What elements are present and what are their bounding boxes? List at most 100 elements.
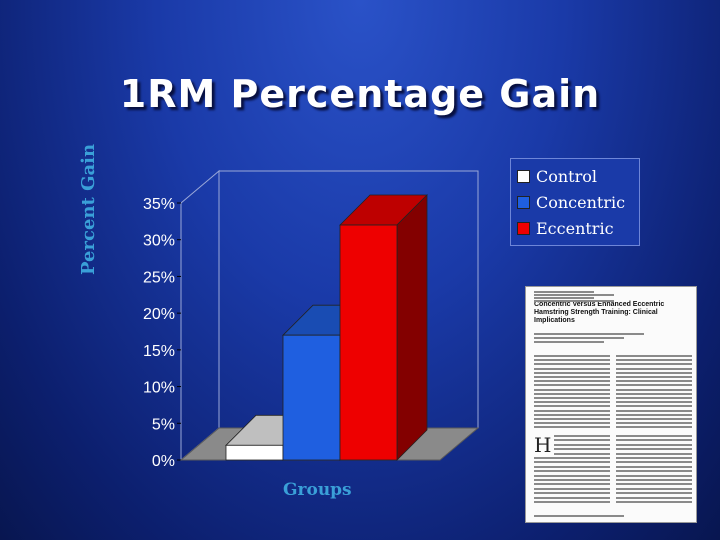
article-text-line xyxy=(534,405,610,408)
article-text-line xyxy=(534,501,610,503)
y-tick-label: 25% xyxy=(143,269,175,286)
article-text-line xyxy=(534,401,610,404)
article-text-line xyxy=(534,371,610,374)
article-text-line xyxy=(616,426,692,429)
article-text-line xyxy=(534,474,610,477)
legend-label-control: Control xyxy=(536,166,598,186)
article-title: Concentric Versus Enhanced Eccentric Ham… xyxy=(534,301,665,324)
article-text-line xyxy=(616,496,692,499)
article-text-line xyxy=(616,401,692,404)
chart-bars xyxy=(225,194,428,461)
article-text-line xyxy=(554,435,610,437)
bar-side-eccentric xyxy=(396,194,428,461)
article-text-line xyxy=(534,479,610,481)
article-text-line xyxy=(616,483,692,486)
article-text-line xyxy=(554,452,610,455)
article-text-line xyxy=(534,384,610,387)
article-text-line xyxy=(616,392,692,395)
article-text-line xyxy=(616,439,692,442)
article-text-line xyxy=(616,501,692,503)
y-tick-label: 35% xyxy=(143,196,175,213)
article-text-line xyxy=(534,388,610,391)
article-author-line xyxy=(534,333,644,335)
article-text-line xyxy=(616,376,692,378)
article-text-line xyxy=(616,487,692,490)
bar-front-eccentric xyxy=(339,224,398,461)
article-text-line xyxy=(554,448,610,451)
legend-swatch-concentric xyxy=(517,195,530,209)
y-axis-label: Percent Gain xyxy=(78,143,99,275)
journal-article-image: Concentric Versus Enhanced Eccentric Ham… xyxy=(525,286,697,523)
article-text-line xyxy=(534,380,610,383)
article-text-line xyxy=(534,355,610,357)
y-tick-label: 5% xyxy=(152,416,175,433)
article-text-line xyxy=(534,359,610,362)
y-tick-label: 10% xyxy=(143,380,175,397)
x-axis-label: Groups xyxy=(283,480,352,500)
legend-label-concentric: Concentric xyxy=(536,192,626,212)
article-text-line xyxy=(534,409,610,412)
article-text-line xyxy=(616,465,692,468)
article-text-line xyxy=(616,367,692,370)
legend-item-concentric: Concentric xyxy=(517,189,633,215)
article-text-line xyxy=(554,443,610,446)
article-text-line xyxy=(534,418,610,420)
article-text-line xyxy=(534,492,610,495)
article-text-line xyxy=(616,422,692,425)
article-author-line xyxy=(534,341,604,343)
y-tick-label: 30% xyxy=(143,233,175,250)
article-text-line xyxy=(616,479,692,481)
article-text-line xyxy=(534,363,610,366)
article-text-line xyxy=(554,439,610,442)
article-text-line xyxy=(534,483,610,486)
article-text-line xyxy=(616,418,692,420)
slide-title: 1RM Percentage Gain xyxy=(119,72,601,116)
article-text-line xyxy=(616,492,692,495)
y-tick-label: 20% xyxy=(143,306,175,323)
legend-item-eccentric: Eccentric xyxy=(517,215,633,241)
article-text-line xyxy=(534,470,610,473)
article-text-line xyxy=(616,384,692,387)
chart-side-wall xyxy=(180,169,220,462)
y-axis-ticks: 0% 5% 10% 15% 20% 25% 30% 35% xyxy=(143,196,181,470)
article-text-line xyxy=(534,367,610,370)
article-text-line xyxy=(616,443,692,446)
article-text-line xyxy=(616,380,692,383)
article-text-line xyxy=(616,435,692,437)
legend-label-eccentric: Eccentric xyxy=(536,218,614,238)
article-text-line xyxy=(534,496,610,499)
article-text-line xyxy=(616,409,692,412)
article-author-line xyxy=(534,337,624,339)
article-text-line xyxy=(616,388,692,391)
article-text-line xyxy=(534,465,610,468)
article-header-line xyxy=(534,294,614,296)
y-tick-label: 0% xyxy=(152,453,175,470)
article-text-line xyxy=(616,371,692,374)
bar-eccentric xyxy=(339,194,428,461)
article-text-line xyxy=(534,426,610,429)
article-text-line xyxy=(616,474,692,477)
article-text-line xyxy=(616,413,692,416)
article-text-line xyxy=(616,355,692,357)
article-text-line xyxy=(616,452,692,455)
article-text-line xyxy=(616,457,692,459)
article-text-line xyxy=(534,397,610,399)
legend-item-control: Control xyxy=(517,163,633,189)
chart-legend: Control Concentric Eccentric xyxy=(510,158,640,246)
y-tick-label: 15% xyxy=(143,343,175,360)
article-text-line xyxy=(534,422,610,425)
article-header-line xyxy=(534,300,614,302)
article-text-line xyxy=(616,470,692,473)
article-header-line xyxy=(534,297,594,299)
article-drop-cap-image: H xyxy=(534,433,552,457)
article-text-line xyxy=(534,461,610,464)
legend-swatch-eccentric xyxy=(517,221,530,235)
article-text-line xyxy=(534,376,610,378)
article-text-line xyxy=(616,363,692,366)
article-text-line xyxy=(534,487,610,490)
article-text-line xyxy=(534,413,610,416)
article-footer-line xyxy=(534,515,624,517)
article-text-line xyxy=(616,448,692,451)
legend-swatch-control xyxy=(517,169,530,183)
bar-front-control xyxy=(225,444,284,461)
